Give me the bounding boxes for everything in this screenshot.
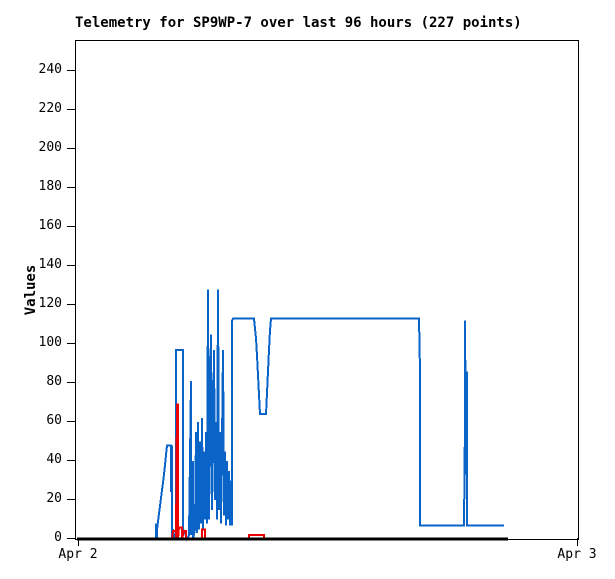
- x-tick-mark: [78, 538, 79, 546]
- y-tick-label: 0: [54, 530, 62, 545]
- x-tick-label: Apr 3: [557, 547, 597, 562]
- y-tick-mark: [67, 421, 76, 422]
- y-tick-mark: [67, 460, 76, 461]
- y-tick-label: 40: [46, 452, 62, 467]
- y-tick-mark: [67, 382, 76, 383]
- y-tick-label: 60: [46, 413, 62, 428]
- y-tick-label: 100: [38, 335, 62, 350]
- plot-area: [75, 40, 579, 542]
- y-tick-label: 160: [38, 218, 62, 233]
- y-tick-mark: [67, 265, 76, 266]
- y-tick-label: 200: [38, 140, 62, 155]
- y-tick-label: 220: [38, 101, 62, 116]
- chart-title: Telemetry for SP9WP-7 over last 96 hours…: [75, 15, 522, 31]
- y-tick-mark: [67, 187, 76, 188]
- y-tick-label: 240: [38, 62, 62, 77]
- y-tick-label: 140: [38, 257, 62, 272]
- y-tick-label: 80: [46, 374, 62, 389]
- y-tick-label: 20: [46, 491, 62, 506]
- y-tick-mark: [67, 343, 76, 344]
- y-tick-mark: [67, 304, 76, 305]
- y-tick-mark: [67, 109, 76, 110]
- y-tick-mark: [67, 70, 76, 71]
- y-tick-mark: [67, 538, 76, 539]
- x-tick-label: Apr 2: [58, 547, 98, 562]
- plot-series-svg: [77, 289, 508, 542]
- y-tick-mark: [67, 148, 76, 149]
- telemetry-series-blue: [155, 289, 504, 542]
- y-tick-mark: [67, 499, 76, 500]
- y-tick-label: 120: [38, 296, 62, 311]
- y-tick-mark: [67, 226, 76, 227]
- x-tick-mark: [577, 538, 578, 546]
- y-tick-label: 180: [38, 179, 62, 194]
